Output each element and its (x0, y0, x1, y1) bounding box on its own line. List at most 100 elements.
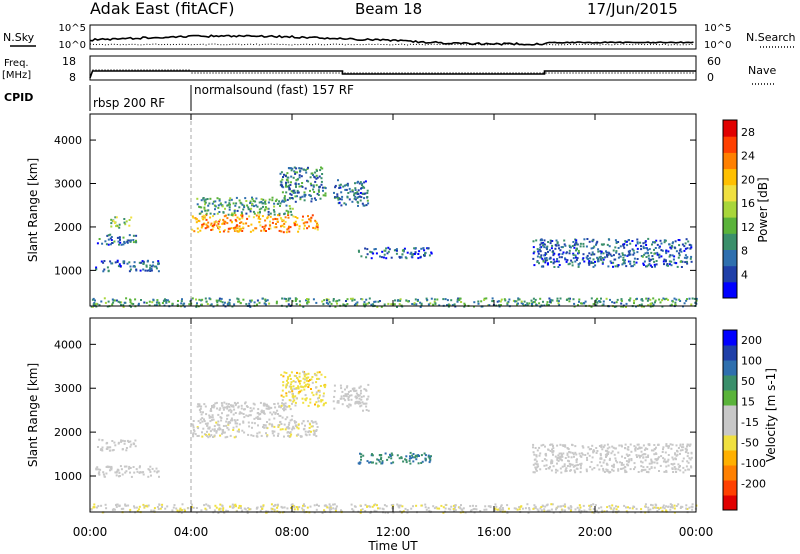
echo-cell (609, 471, 612, 473)
echo-cell (406, 511, 409, 514)
echo-cell (426, 247, 429, 250)
echo-cell (333, 395, 336, 398)
echo-cell (682, 471, 685, 474)
echo-cell (673, 255, 676, 258)
echo-cell (355, 389, 358, 392)
echo-cell (221, 205, 224, 208)
echo-cell (623, 246, 626, 249)
echo-cell (291, 167, 294, 170)
echo-cell (153, 470, 156, 473)
echo-cell (415, 458, 418, 461)
echo-cell (265, 230, 267, 232)
echo-cell (267, 207, 270, 210)
echo-cell (551, 443, 554, 446)
echo-cell (550, 503, 553, 506)
echo-cell (256, 303, 258, 306)
echo-cell (409, 451, 412, 454)
echo-cell (370, 454, 373, 457)
echo-cell (674, 240, 677, 243)
echo-cell (208, 505, 211, 508)
echo-cell (276, 220, 279, 223)
echo-cell (248, 414, 251, 417)
echo-cell (296, 223, 299, 226)
echo-cell (238, 300, 241, 303)
echo-cell (626, 448, 629, 451)
echo-cell (225, 420, 228, 423)
echo-cell (289, 226, 292, 229)
echo-cell (195, 298, 197, 301)
echo-cell (98, 473, 101, 476)
echo-cell (318, 377, 321, 380)
echo-cell (590, 504, 593, 507)
echo-cell (217, 226, 220, 228)
echo-cell (192, 432, 195, 435)
echo-cell (628, 454, 631, 457)
echo-cell (262, 402, 265, 405)
echo-cell (298, 506, 301, 509)
echo-cell (600, 446, 603, 449)
echo-cell (102, 473, 105, 476)
freq-tick-top: 18 (62, 55, 76, 68)
echo-cell (691, 297, 694, 300)
echo-cell (137, 302, 140, 305)
echo-cell (523, 300, 526, 303)
echo-cell (287, 212, 289, 215)
echo-cell (233, 210, 236, 212)
echo-cell (239, 229, 242, 232)
echo-cell (656, 458, 659, 461)
echo-cell (316, 222, 319, 225)
echo-cell (564, 445, 567, 448)
echo-cell (377, 507, 379, 510)
echo-cell (377, 300, 380, 303)
echo-cell (663, 470, 666, 473)
power-panel-frame (89, 113, 697, 307)
echo-cell (269, 212, 272, 215)
echo-cell (308, 433, 311, 436)
echo-cell (592, 246, 595, 249)
echo-cell (287, 216, 290, 219)
echo-cell (216, 407, 219, 410)
echo-cell (231, 404, 234, 407)
echo-cell (322, 395, 325, 398)
echo-cell (670, 303, 673, 306)
echo-cell (415, 303, 418, 306)
echo-cell (568, 252, 571, 255)
echo-cell (566, 259, 569, 262)
echo-cell (517, 302, 519, 305)
echo-cell (473, 305, 475, 308)
echo-cell (344, 188, 347, 191)
echo-cell (215, 299, 218, 302)
echo-cell (200, 303, 203, 306)
echo-cell (242, 226, 245, 229)
echo-cell (346, 182, 349, 185)
echo-cell (416, 455, 418, 458)
echo-cell (116, 470, 118, 473)
echo-cell (674, 301, 677, 304)
echo-cell (661, 305, 664, 308)
echo-cell (414, 247, 417, 250)
echo-cell (622, 243, 624, 246)
echo-cell (193, 430, 196, 433)
echo-cell (196, 227, 199, 230)
echo-cell (563, 465, 566, 468)
echo-cell (654, 458, 657, 461)
echo-cell (340, 387, 343, 390)
echo-cell (386, 252, 389, 255)
echo-cell (541, 239, 543, 242)
echo-cell (107, 466, 110, 469)
echo-cell (256, 435, 259, 438)
echo-cell (635, 261, 638, 264)
echo-cell (637, 471, 640, 473)
echo-cell (115, 299, 118, 302)
echo-cell (366, 199, 369, 202)
echo-cell (577, 263, 580, 266)
echo-cell (573, 469, 576, 472)
echo-cell (269, 227, 272, 230)
echo-cell (224, 406, 226, 409)
echo-cell (156, 471, 159, 474)
echo-cell (371, 453, 373, 456)
echo-cell (535, 468, 537, 471)
echo-cell (480, 300, 483, 303)
echo-cell (105, 472, 108, 475)
